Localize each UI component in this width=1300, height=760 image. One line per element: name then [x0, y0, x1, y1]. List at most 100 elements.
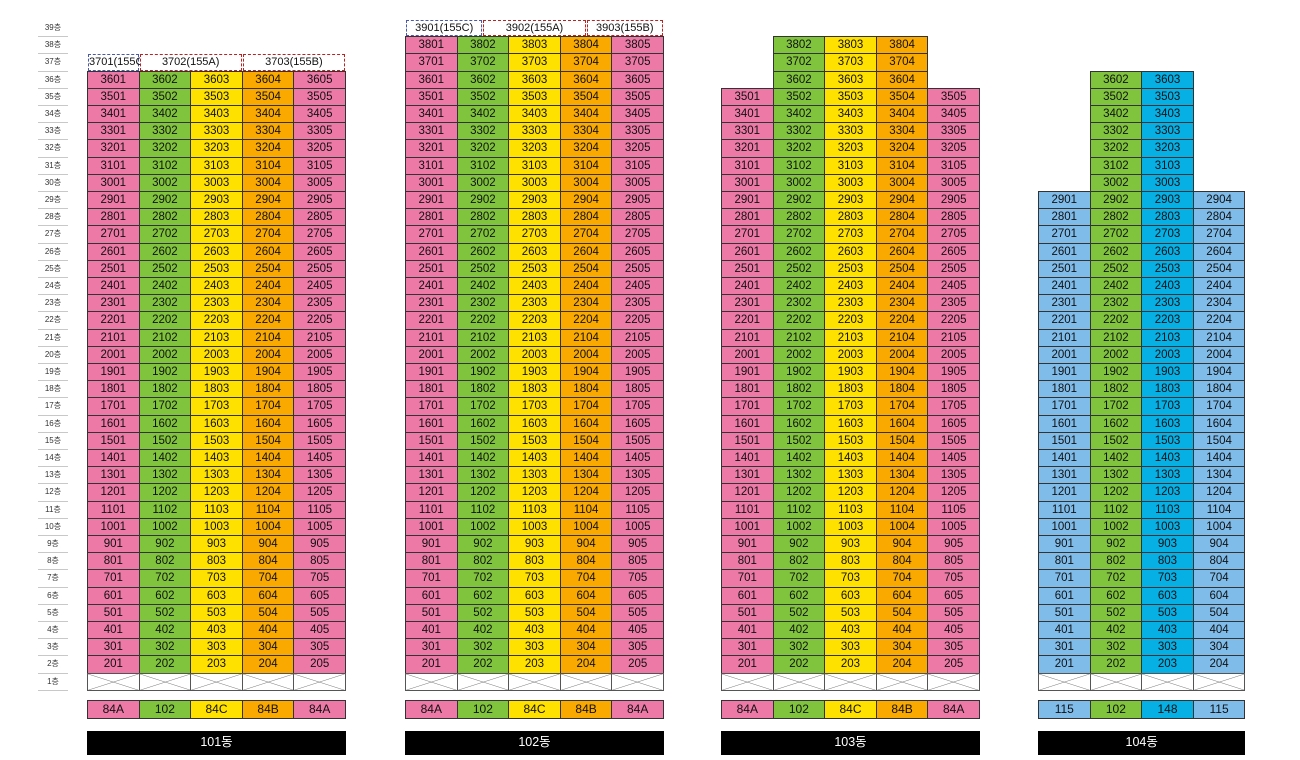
floor-label: 39층	[38, 19, 68, 38]
unit-cell: 2704	[241, 225, 295, 244]
unit-cell: 2105	[611, 328, 664, 347]
pilotis-cell	[559, 672, 613, 691]
unit-cell: 2404	[875, 277, 929, 296]
unit-cell: 2504	[875, 259, 929, 278]
unit-cell: 1404	[559, 449, 613, 468]
unit-cell: 1602	[138, 414, 192, 433]
unit-cell: 1802	[138, 380, 192, 399]
unit-cell: 2104	[559, 328, 613, 347]
unit-cell: 403	[190, 621, 243, 640]
unit-cell: 1504	[1192, 431, 1246, 450]
unit-cell: 3303	[508, 122, 561, 141]
unit-cell: 3504	[875, 87, 929, 106]
unit-cell: 405	[293, 621, 346, 640]
unit-cell: 1504	[241, 431, 295, 450]
unit-cell: 2202	[772, 311, 826, 330]
unit-cell: 2603	[190, 242, 243, 261]
unit-cell: 3502	[456, 87, 510, 106]
unit-cell: 503	[1141, 603, 1194, 622]
unit-cell: 1101	[1038, 500, 1091, 519]
unit-cell: 1704	[559, 397, 613, 416]
unit-cell: 801	[721, 552, 774, 571]
floor-label: 12층	[38, 483, 68, 502]
unit-cell: 1803	[824, 380, 877, 399]
unit-cell: 1802	[772, 380, 826, 399]
unit-cell: 702	[456, 569, 510, 588]
unit-cell: 903	[508, 535, 561, 554]
unit-cell: 2801	[405, 208, 458, 227]
pilotis-cell	[87, 672, 140, 691]
unit-cell: 3703	[824, 53, 877, 72]
unit-cell: 3602	[1089, 70, 1143, 89]
unit-cell: 3403	[190, 105, 243, 124]
unit-cell: 3402	[1089, 105, 1143, 124]
unit-cell: 3005	[293, 173, 346, 192]
unit-cell: 3001	[405, 173, 458, 192]
unit-cell: 302	[456, 638, 510, 657]
floor-label: 4층	[38, 621, 68, 640]
unit-cell: 1002	[1089, 517, 1143, 536]
unit-cell: 2602	[456, 242, 510, 261]
unit-cell: 2102	[772, 328, 826, 347]
unit-cell: 802	[1089, 552, 1143, 571]
floor-label: 27층	[38, 225, 68, 244]
unit-cell: 2902	[772, 191, 826, 210]
unit-cell: 201	[721, 655, 774, 674]
unit-cell: 402	[456, 621, 510, 640]
unit-type-label: 84A	[611, 700, 664, 719]
unit-cell: 3205	[611, 139, 664, 158]
unit-cell: 3202	[138, 139, 192, 158]
unit-cell: 3503	[508, 87, 561, 106]
unit-cell: 1901	[405, 363, 458, 382]
unit-cell: 2804	[875, 208, 929, 227]
unit-cell: 3401	[87, 105, 140, 124]
unit-cell: 3503	[190, 87, 243, 106]
unit-cell: 3805	[611, 36, 664, 55]
unit-cell: 804	[241, 552, 295, 571]
unit-cell: 2203	[824, 311, 877, 330]
unit-cell: 1003	[508, 517, 561, 536]
unit-cell: 601	[1038, 586, 1091, 605]
unit-cell: 3604	[559, 70, 613, 89]
unit-cell: 2001	[1038, 345, 1091, 364]
unit-cell: 3602	[138, 70, 192, 89]
unit-cell: 2904	[559, 191, 613, 210]
pilotis-cell	[721, 672, 774, 691]
unit-cell: 2305	[611, 294, 664, 313]
unit-cell: 504	[1192, 603, 1246, 622]
unit-cell: 305	[611, 638, 664, 657]
unit-cell: 3104	[559, 156, 613, 175]
unit-cell: 1602	[456, 414, 510, 433]
floor-label: 32층	[38, 139, 68, 158]
unit-cell: 203	[1141, 655, 1194, 674]
unit-cell: 2704	[559, 225, 613, 244]
unit-cell: 1202	[456, 483, 510, 502]
unit-cell: 901	[721, 535, 774, 554]
unit-cell: 3302	[1089, 122, 1143, 141]
unit-cell: 3203	[1141, 139, 1194, 158]
unit-cell: 705	[293, 569, 346, 588]
unit-cell: 1103	[824, 500, 877, 519]
unit-cell: 3204	[241, 139, 295, 158]
unit-cell: 201	[1038, 655, 1091, 674]
unit-cell: 303	[824, 638, 877, 657]
unit-cell: 1402	[772, 449, 826, 468]
unit-cell: 1101	[721, 500, 774, 519]
unit-cell: 2702	[456, 225, 510, 244]
unit-cell: 802	[138, 552, 192, 571]
unit-cell: 1401	[405, 449, 458, 468]
unit-cell: 3503	[1141, 87, 1194, 106]
unit-cell: 1702	[138, 397, 192, 416]
penthouse-unit: 3702(155A)	[139, 54, 242, 71]
unit-cell: 2304	[241, 294, 295, 313]
unit-cell: 3701	[405, 53, 458, 72]
unit-cell: 501	[721, 603, 774, 622]
unit-cell: 1005	[927, 517, 980, 536]
unit-cell: 3603	[824, 70, 877, 89]
unit-cell: 2401	[721, 277, 774, 296]
unit-cell: 3002	[1089, 173, 1143, 192]
unit-cell: 2704	[1192, 225, 1246, 244]
unit-cell: 1904	[241, 363, 295, 382]
unit-cell: 2901	[721, 191, 774, 210]
unit-cell: 2301	[1038, 294, 1091, 313]
